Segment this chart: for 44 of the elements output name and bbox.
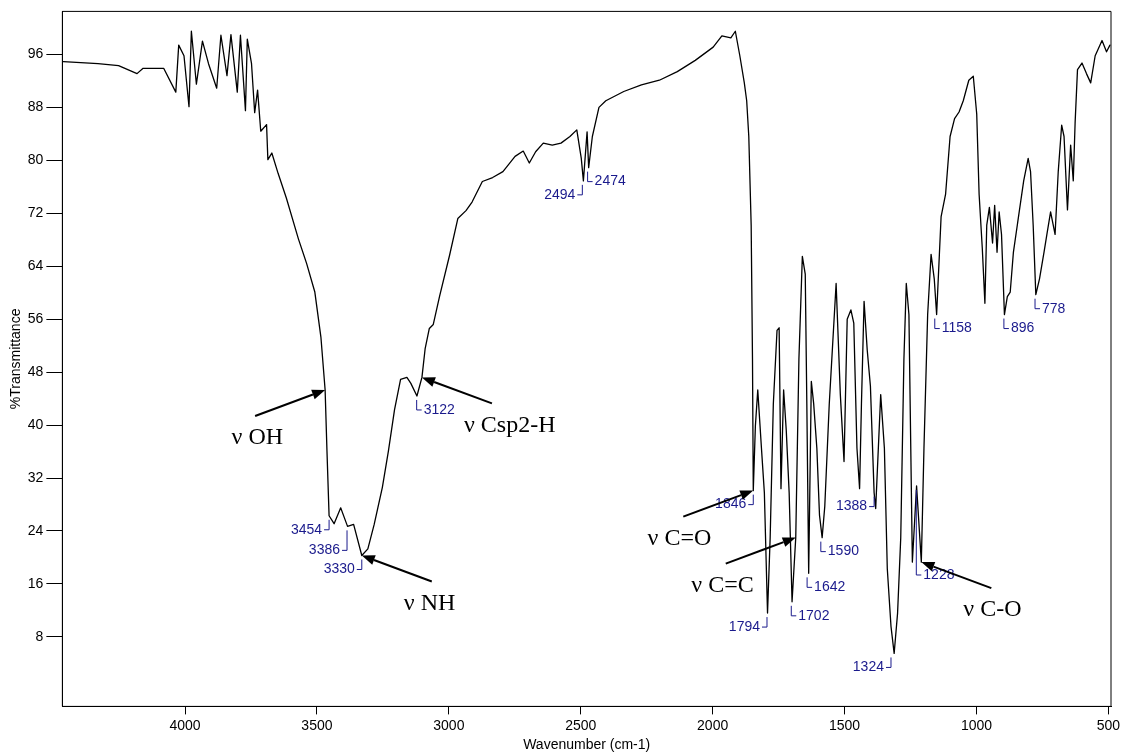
annotation: 1846	[715, 495, 747, 512]
annotation: 1324	[852, 658, 885, 675]
annotation: 3386	[308, 541, 341, 558]
y-tick-label: 8	[35, 627, 44, 644]
x-tick-label: 3500	[301, 716, 333, 733]
annotation: 1388	[835, 497, 868, 514]
annotation: 896	[1010, 319, 1035, 336]
annotation: 1158	[941, 319, 973, 336]
y-tick-label: 16	[27, 574, 44, 591]
y-tick-label: 80	[27, 151, 44, 168]
annotation: 3454	[290, 520, 323, 537]
x-tick-label: 1000	[960, 716, 993, 733]
annotation: ν OH	[231, 423, 284, 450]
annotation: ν C=O	[647, 523, 712, 550]
y-tick-label: 32	[27, 468, 44, 485]
annotation: ν NH	[403, 588, 456, 615]
x-tick-label: 2000	[697, 716, 729, 733]
annotation: 1642	[814, 578, 846, 595]
annotation: ν C-O	[963, 595, 1022, 622]
x-axis-title: Wavenumber (cm-1)	[523, 736, 651, 753]
annotation: 2494	[544, 185, 576, 202]
y-axis-title: %Transmittance	[7, 308, 24, 410]
annotation: 3330	[323, 560, 355, 577]
y-tick-label: 24	[27, 521, 44, 538]
annotation: ν Csp2-H	[463, 410, 556, 437]
y-tick-label: 48	[27, 363, 44, 379]
annotation: 1794	[728, 617, 761, 634]
annotation: 778	[1042, 299, 1066, 316]
x-tick-label: 3000	[433, 716, 465, 733]
x-tick-label: 1500	[828, 716, 861, 733]
x-tick-label: 2500	[565, 716, 597, 733]
annotation: ν C=C	[691, 570, 754, 597]
annotation: 2474	[594, 172, 626, 189]
annotation: 1590	[827, 542, 860, 559]
annotation: 1702	[798, 606, 830, 623]
y-tick-label: 88	[27, 98, 44, 115]
y-tick-label: 96	[27, 45, 44, 62]
y-tick-label: 64	[27, 257, 44, 274]
y-tick-label: 40	[27, 415, 44, 432]
y-tick-label: 72	[27, 204, 44, 221]
annotation: 3122	[423, 400, 456, 417]
y-tick-label: 56	[27, 310, 44, 327]
x-tick-label: 4000	[169, 716, 201, 733]
x-tick-label: 500	[1096, 716, 1121, 733]
